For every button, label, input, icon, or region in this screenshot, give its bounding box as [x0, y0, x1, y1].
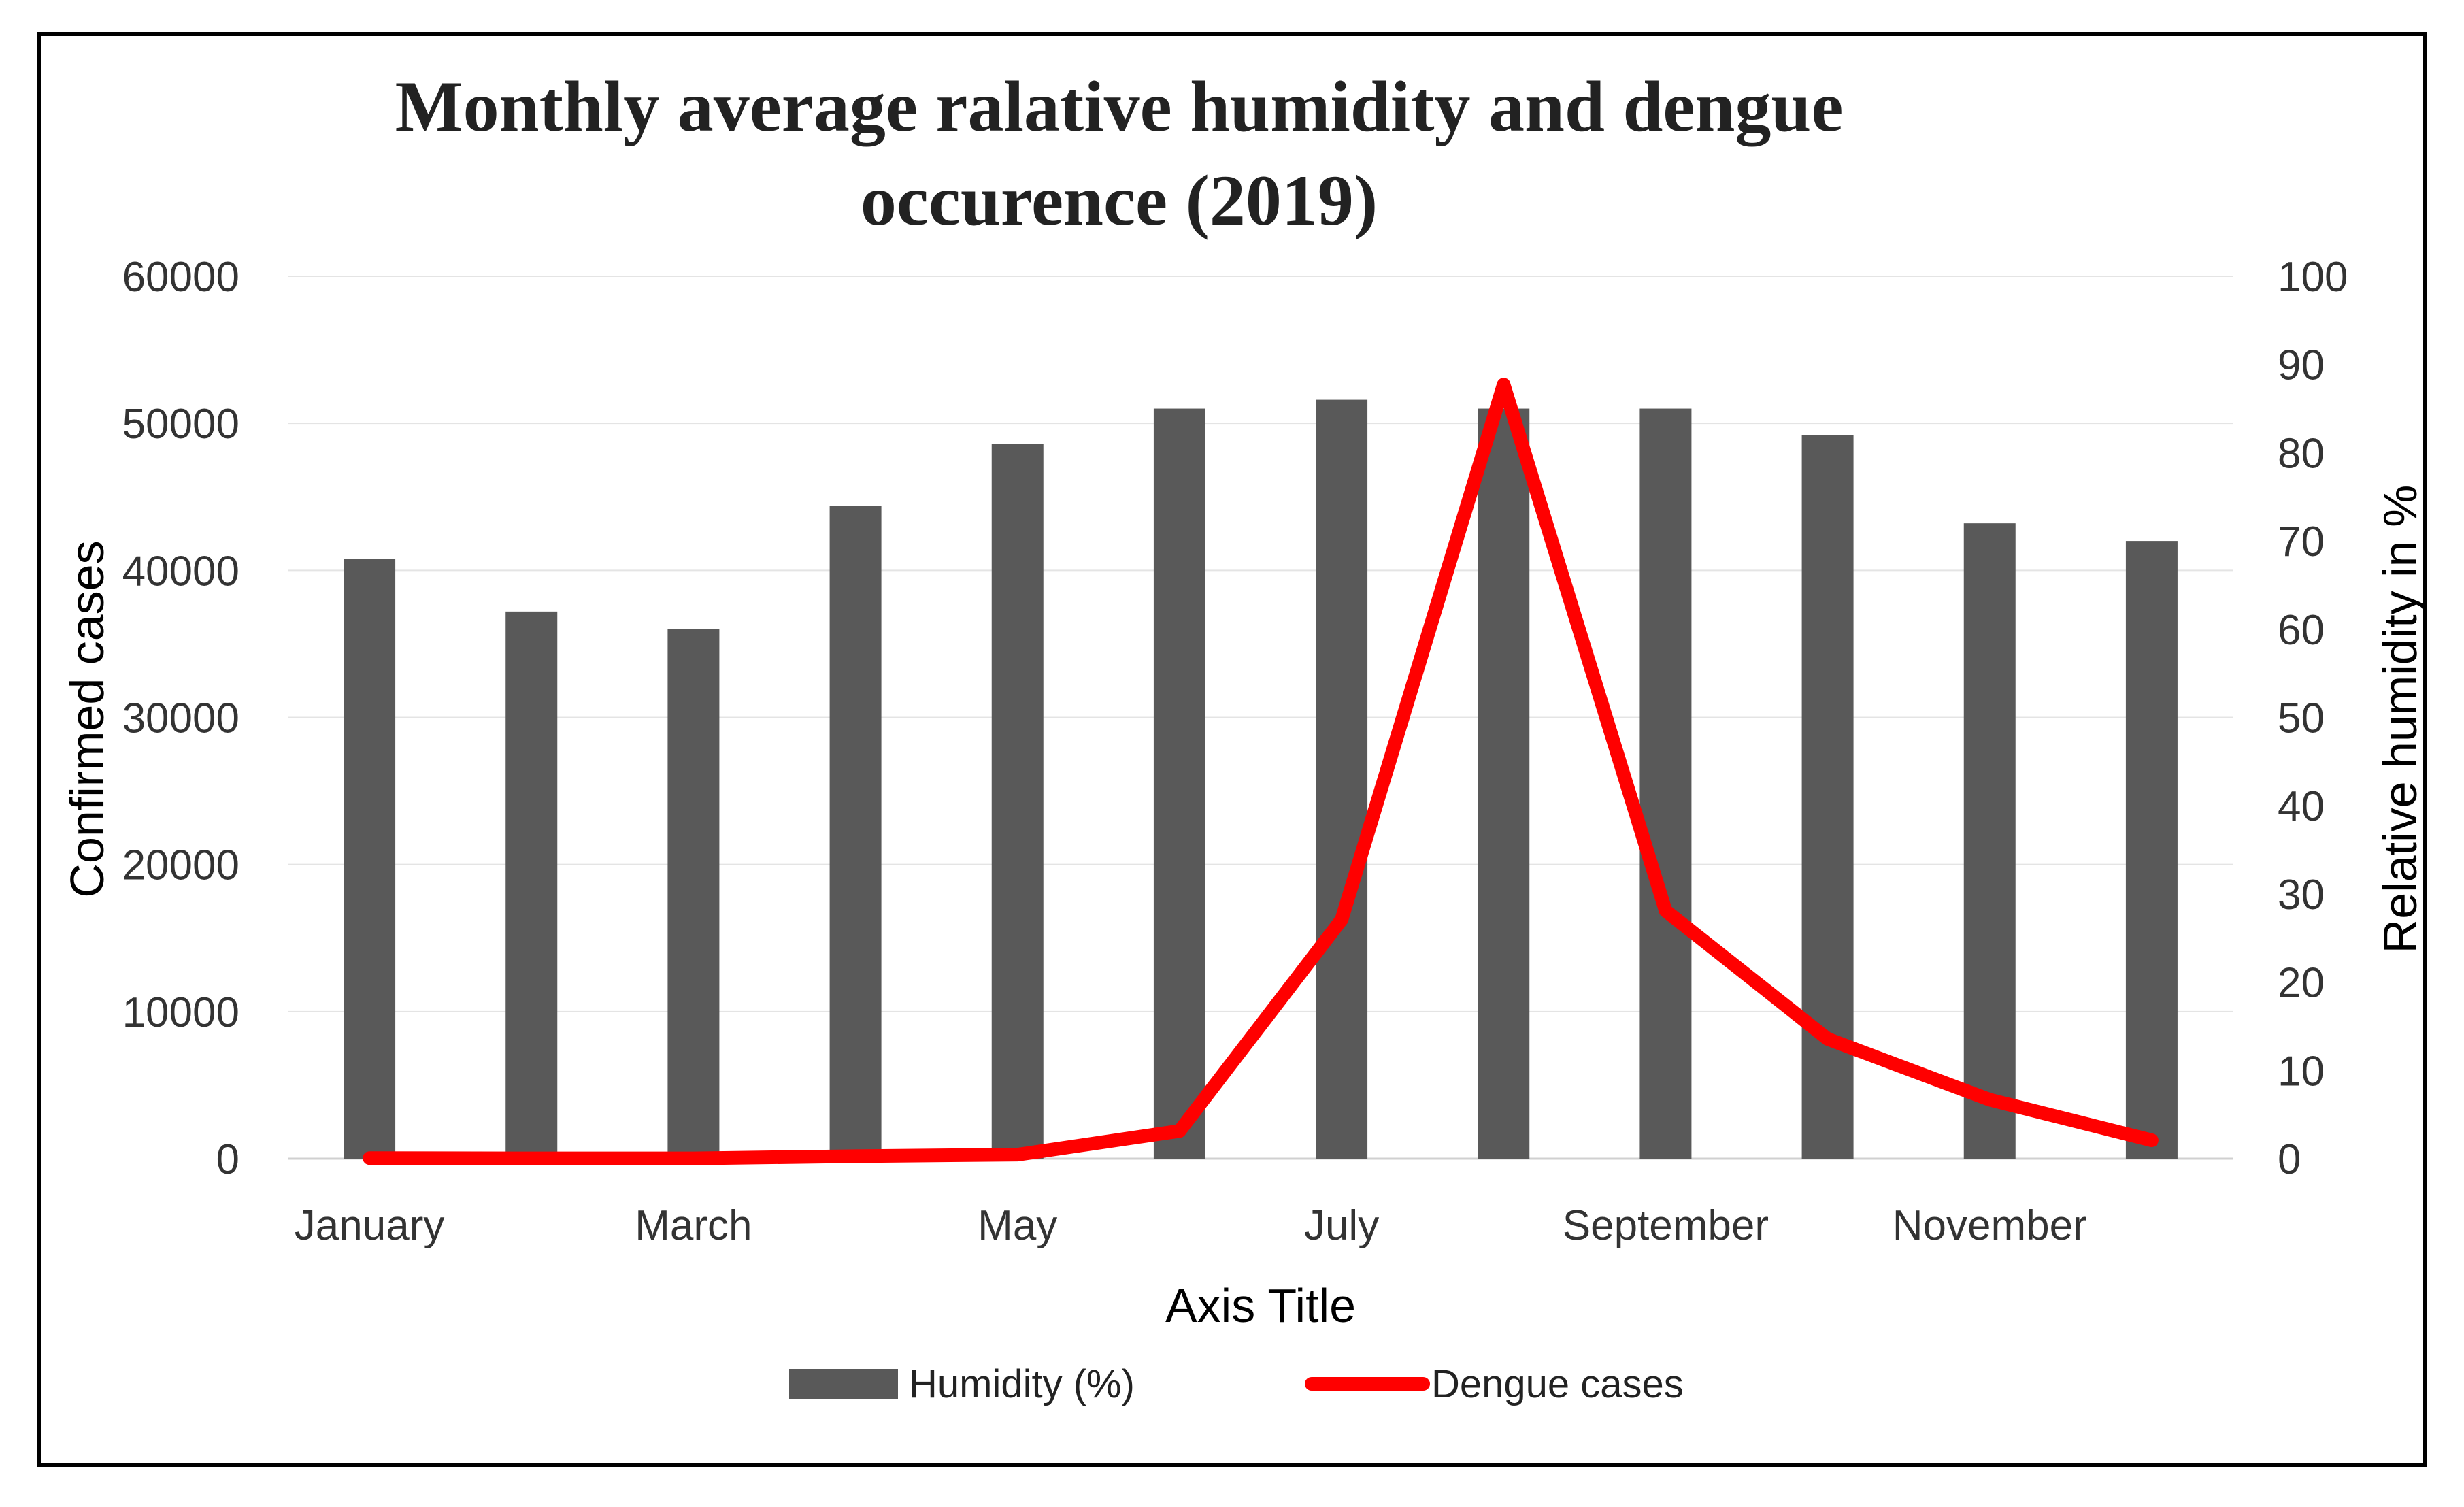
right-axis-tick-label: 20 [2278, 960, 2325, 1007]
right-axis-title: Relative humidity in % [2374, 485, 2427, 954]
right-axis-tick-label: 80 [2278, 430, 2325, 477]
right-axis-tick-label: 90 [2278, 342, 2325, 389]
legend-humidity-swatch [789, 1369, 898, 1399]
humidity-bar [991, 444, 1044, 1159]
humidity-bar [1153, 408, 1205, 1159]
left-axis-title: Confirmed cases [61, 540, 114, 897]
legend: Humidity (%) Dengue cases [789, 1362, 1684, 1406]
legend-humidity-label: Humidity (%) [909, 1362, 1135, 1406]
dengue-point [1827, 1038, 1829, 1040]
x-axis-ticks: January March May July September November [295, 1202, 2087, 1249]
right-axis-ticks: 0 10 20 30 40 50 60 70 80 90 100 [2278, 254, 2348, 1183]
dengue-line-layer [363, 378, 2159, 1165]
chart-title-line-1: Monthly average ralative humidity and de… [395, 67, 1844, 146]
dengue-point [2150, 1140, 2152, 1142]
dengue-point [1988, 1099, 1991, 1101]
left-axis-tick-label: 40000 [122, 548, 239, 595]
dengue-cases-line [363, 378, 2159, 1165]
humidity-bar [505, 611, 558, 1159]
dengue-point [1665, 910, 1667, 912]
humidity-bar [1963, 523, 2016, 1159]
humidity-bar [2125, 541, 2178, 1159]
humidity-bar [1639, 408, 1692, 1159]
left-axis-tick-label: 10000 [122, 989, 239, 1036]
dengue-point [1503, 384, 1505, 386]
legend-dengue-label: Dengue cases [1431, 1362, 1684, 1406]
left-axis-tick-label: 20000 [122, 842, 239, 889]
dengue-point [1341, 918, 1343, 921]
x-axis-tick-label: March [635, 1202, 752, 1249]
x-axis-title: Axis Title [1165, 1279, 1356, 1332]
right-axis-tick-label: 30 [2278, 872, 2325, 918]
left-axis-tick-label: 0 [216, 1136, 239, 1183]
chart-title-line-2: occurence (2019) [861, 161, 1378, 240]
humidity-bar [829, 506, 882, 1159]
x-axis-tick-label: November [1893, 1202, 2087, 1249]
humidity-bar [1316, 399, 1368, 1159]
dengue-point [1178, 1130, 1180, 1132]
right-axis-tick-label: 10 [2278, 1048, 2325, 1095]
left-axis-tick-label: 50000 [122, 401, 239, 448]
humidity-bar [1478, 408, 1530, 1159]
dengue-point [369, 1157, 371, 1159]
left-axis-tick-label: 30000 [122, 695, 239, 742]
gridlines [288, 276, 2233, 1160]
humidity-bar [344, 559, 396, 1159]
x-axis-tick-label: May [978, 1202, 1057, 1249]
dengue-point [531, 1157, 533, 1159]
humidity-bars [344, 399, 2178, 1159]
right-axis-tick-label: 40 [2278, 783, 2325, 830]
dengue-point [854, 1155, 856, 1157]
right-axis-tick-label: 0 [2278, 1136, 2301, 1183]
x-axis-tick-label: July [1304, 1202, 1379, 1249]
humidity-bar [667, 629, 720, 1159]
right-axis-tick-label: 100 [2278, 254, 2348, 301]
x-axis-tick-label: January [295, 1202, 445, 1249]
chart-frame [37, 32, 2427, 1467]
dengue-point [693, 1157, 695, 1159]
right-axis-tick-label: 50 [2278, 695, 2325, 742]
x-axis-tick-label: September [1563, 1202, 1769, 1249]
left-axis-tick-label: 60000 [122, 254, 239, 301]
right-axis-tick-label: 60 [2278, 607, 2325, 654]
dengue-point [1016, 1154, 1018, 1156]
right-axis-tick-label: 70 [2278, 518, 2325, 565]
left-axis-ticks: 0 10000 20000 30000 40000 50000 60000 [122, 254, 239, 1183]
